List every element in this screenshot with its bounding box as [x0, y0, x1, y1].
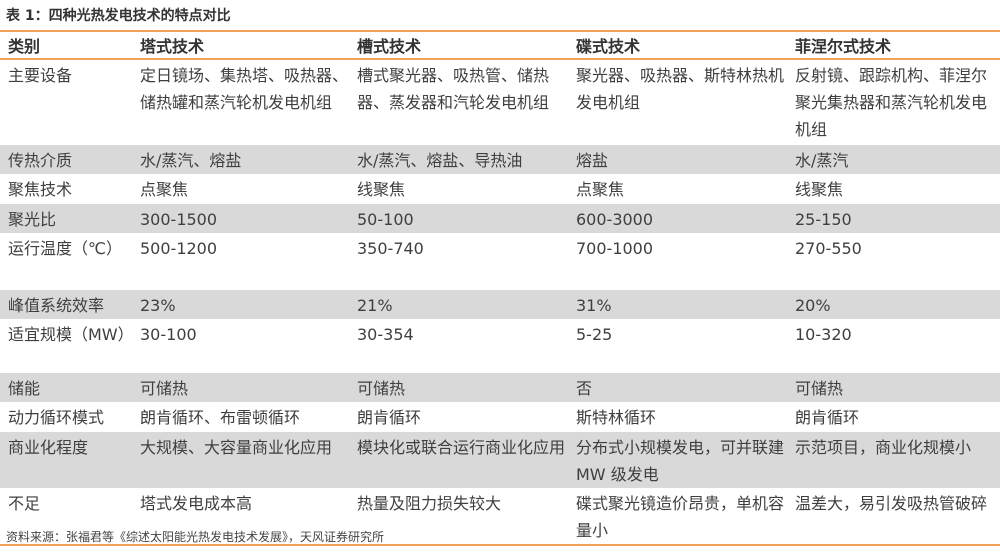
- table-cell: 300-1500: [132, 203, 349, 233]
- table-row: 运行温度（℃） 500-1200 350-740 700-1000 270-550: [0, 233, 1000, 290]
- header-tower: 塔式技术: [140, 37, 205, 56]
- table-cell: 线聚焦: [357, 180, 406, 199]
- row-label: 适宜规模（MW）: [8, 325, 134, 344]
- row-label: 聚光比: [0, 203, 132, 233]
- table-cell: 21%: [349, 289, 568, 319]
- table-cell: 示范项目，商业化规模小: [787, 431, 1000, 488]
- table-cell: 塔式发电成本高: [140, 494, 253, 513]
- table-cell: 聚光器、吸热器、斯特林热机发电机组: [576, 66, 785, 112]
- table-cell: 270-550: [795, 239, 862, 258]
- table-cell: 30-354: [357, 325, 414, 344]
- row-label: 储能: [0, 372, 132, 402]
- table-cell: 5-25: [576, 325, 613, 344]
- header-row: 类别 塔式技术 槽式技术 碟式技术 菲涅尔式技术: [0, 31, 1000, 59]
- table-cell: 30-100: [140, 325, 197, 344]
- table-cell: 23%: [132, 289, 349, 319]
- table-cell: 大规模、大容量商业化应用: [132, 431, 349, 488]
- table-cell: 斯特林循环: [576, 408, 657, 427]
- table-row: 不足 塔式发电成本高 热量及阻力损失较大 碟式聚光镜造价昂贵，单机容量小 温差大，易引发…: [0, 488, 1000, 545]
- table-title: 表 1：四种光热发电技术的特点对比: [6, 8, 231, 24]
- table-cell: 可储热: [132, 372, 349, 402]
- table-cell: 350-740: [357, 239, 424, 258]
- source-note: 资料来源：张福君等《综述太阳能光热发电技术发展》，天风证券研究所: [6, 530, 385, 544]
- table-cell: 31%: [568, 289, 787, 319]
- row-label: 动力循环模式: [8, 408, 105, 427]
- header-dish: 碟式技术: [576, 37, 641, 56]
- row-label: 不足: [8, 494, 41, 513]
- table-row: 传热介质 水/蒸汽、熔盐 水/蒸汽、熔盐、导热油 熔盐 水/蒸汽: [0, 144, 1000, 174]
- table-row: 储能 可储热 可储热否可储热: [0, 372, 1000, 402]
- table-row: 聚焦技术 点聚焦 线聚焦 点聚焦 线聚焦: [0, 174, 1000, 204]
- table-cell: 槽式聚光器、吸热管、储热器、蒸发器和汽轮发电机组: [357, 66, 550, 112]
- table-cell: 50-100: [349, 203, 568, 233]
- table-cell: 线聚焦: [795, 180, 844, 199]
- table-cell: 500-1200: [140, 239, 218, 258]
- header-trough: 槽式技术: [357, 37, 422, 56]
- table-cell: 定日镜场、集热塔、吸热器、储热罐和蒸汽轮机发电机组: [140, 66, 349, 112]
- table-cell: 碟式聚光镜造价昂贵，单机容量小: [576, 494, 785, 540]
- table-cell: 热量及阻力损失较大: [357, 494, 502, 513]
- table-cell: 700-1000: [576, 239, 654, 258]
- row-label: 聚焦技术: [8, 180, 73, 199]
- row-label: 商业化程度: [0, 431, 132, 488]
- table-cell: 朗肯循环、布雷顿循环: [140, 408, 301, 427]
- table-cell: 水/蒸汽、熔盐、导热油: [349, 144, 568, 174]
- table-cell: 20%: [787, 289, 1000, 319]
- table-cell: 可储热: [349, 372, 568, 402]
- table-cell: 朗肯循环: [357, 408, 422, 427]
- table-cell: 温差大，易引发吸热管破碎: [795, 494, 988, 513]
- comparison-table: 类别 塔式技术 槽式技术 碟式技术 菲涅尔式技术 主要设备 定日镜场、集热塔、吸热…: [0, 30, 1000, 546]
- table-row: 聚光比 300-1500 50-100 600-3000 25-150: [0, 203, 1000, 233]
- table-cell: 25-150: [787, 203, 1000, 233]
- header-fresnel: 菲涅尔式技术: [795, 37, 892, 56]
- table-row: 商业化程度 大规模、大容量商业化应用 模块化或联合运行商业化应用 分布式小规模发电，可…: [0, 431, 1000, 488]
- table-cell: 水/蒸汽: [787, 144, 1000, 174]
- table-cell: 可储热: [787, 372, 1000, 402]
- table-cell: 反射镜、跟踪机构、菲涅尔聚光集热器和蒸汽轮机发电机组: [795, 66, 988, 139]
- table-cell: 600-3000: [568, 203, 787, 233]
- table-cell: 水/蒸汽、熔盐: [132, 144, 349, 174]
- table-row: 动力循环模式 朗肯循环、布雷顿循环 朗肯循环 斯特林循环 朗肯循环: [0, 402, 1000, 432]
- table-cell: 模块化或联合运行商业化应用: [349, 431, 568, 488]
- row-label: 峰值系统效率: [0, 289, 132, 319]
- row-label: 主要设备: [8, 66, 73, 85]
- table-cell: 点聚焦: [576, 180, 625, 199]
- table-cell: 分布式小规模发电，可并联建 MW 级发电: [568, 431, 787, 488]
- table-row: 适宜规模（MW） 30-100 30-354 5-25 10-320: [0, 319, 1000, 373]
- header-category: 类别: [8, 37, 41, 56]
- table-row: 峰值系统效率 23% 21% 31% 20%: [0, 289, 1000, 319]
- row-label: 运行温度（℃）: [8, 239, 122, 258]
- table-cell: 朗肯循环: [795, 408, 860, 427]
- table-row: 主要设备 定日镜场、集热塔、吸热器、储热罐和蒸汽轮机发电机组 槽式聚光器、吸热管、储…: [0, 59, 1000, 145]
- table-cell: 点聚焦: [140, 180, 189, 199]
- table-cell: 10-320: [795, 325, 852, 344]
- table-cell: 熔盐: [568, 144, 787, 174]
- row-label: 传热介质: [0, 144, 132, 174]
- table-cell: 否: [568, 372, 787, 402]
